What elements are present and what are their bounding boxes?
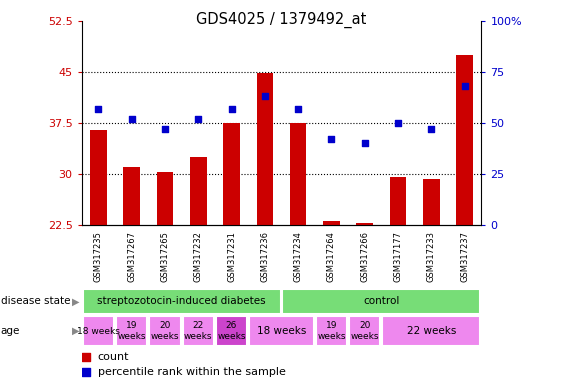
Text: percentile rank within the sample: percentile rank within the sample [97, 367, 285, 377]
Text: streptozotocin-induced diabetes: streptozotocin-induced diabetes [97, 296, 266, 306]
Bar [116, 316, 148, 346]
Bar [290, 123, 306, 225]
Bar [382, 316, 480, 346]
Bar [323, 221, 340, 225]
Bar [83, 289, 280, 314]
Point [227, 106, 236, 112]
Bar [149, 316, 181, 346]
Bar [190, 157, 207, 225]
Text: 22
weeks: 22 weeks [184, 321, 212, 341]
Bar [83, 316, 114, 346]
Text: 22 weeks: 22 weeks [406, 326, 456, 336]
Text: 18 weeks: 18 weeks [257, 326, 306, 336]
Point [260, 93, 269, 99]
Point [327, 136, 336, 142]
Text: 26
weeks: 26 weeks [217, 321, 246, 341]
Bar [423, 179, 440, 225]
Text: disease state: disease state [1, 296, 70, 306]
Text: 19
weeks: 19 weeks [117, 321, 146, 341]
Bar [349, 316, 381, 346]
Text: age: age [1, 326, 20, 336]
Text: 18 weeks: 18 weeks [77, 327, 120, 336]
Text: ▶: ▶ [72, 326, 79, 336]
Bar [390, 177, 406, 225]
Text: 19
weeks: 19 weeks [317, 321, 346, 341]
Point [394, 120, 403, 126]
Text: GDS4025 / 1379492_at: GDS4025 / 1379492_at [196, 12, 367, 28]
Point [160, 126, 169, 132]
Point [81, 354, 90, 360]
Bar [257, 73, 273, 225]
Bar [316, 316, 347, 346]
Bar [182, 316, 214, 346]
Point [294, 106, 303, 112]
Text: count: count [97, 352, 129, 362]
Bar [283, 289, 480, 314]
Bar [157, 172, 173, 225]
Point [427, 126, 436, 132]
Text: 20
weeks: 20 weeks [351, 321, 379, 341]
Point [460, 83, 469, 89]
Point [81, 369, 90, 375]
Point [94, 106, 103, 112]
Text: 20
weeks: 20 weeks [151, 321, 179, 341]
Bar [216, 316, 247, 346]
Bar [249, 316, 314, 346]
Text: control: control [363, 296, 400, 306]
Bar [123, 167, 140, 225]
Bar [90, 130, 106, 225]
Point [127, 116, 136, 122]
Text: ▶: ▶ [72, 296, 79, 306]
Point [194, 116, 203, 122]
Point [360, 140, 369, 146]
Bar [457, 55, 473, 225]
Bar [223, 123, 240, 225]
Bar [356, 223, 373, 225]
